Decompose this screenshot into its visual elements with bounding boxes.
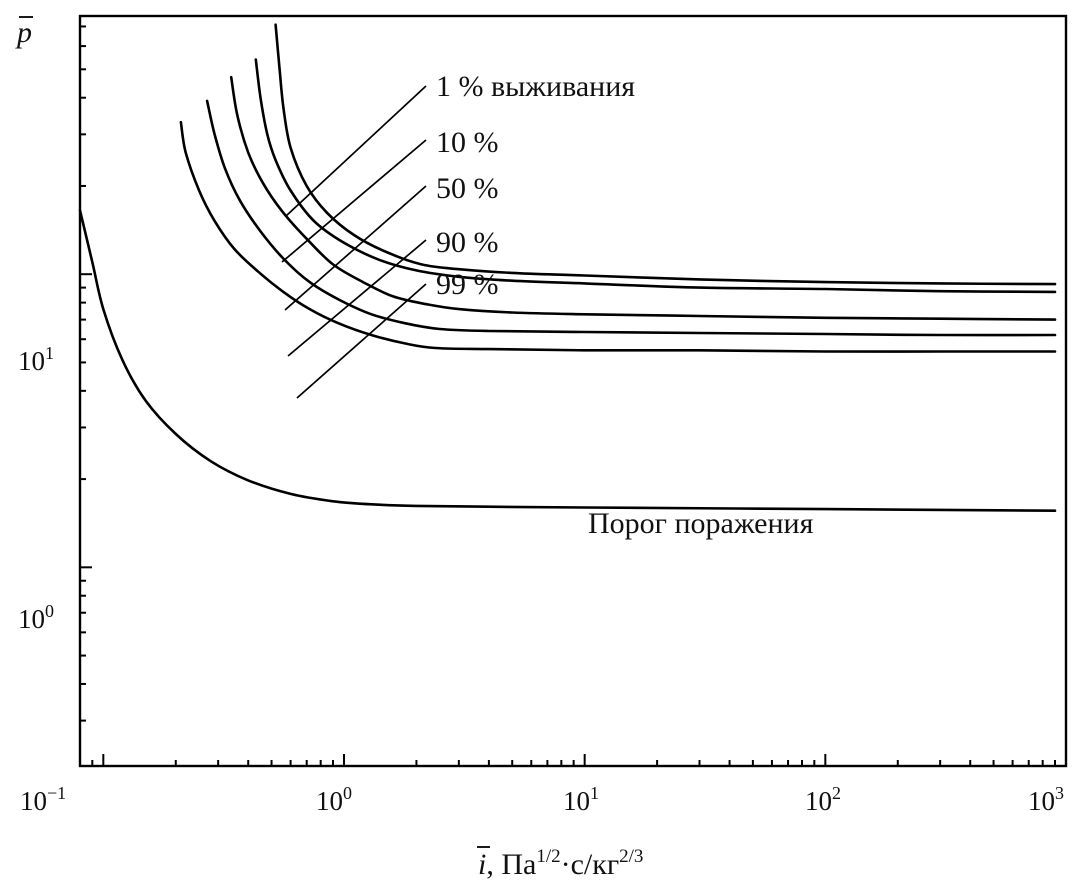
y-tick-label: 100	[18, 601, 54, 634]
y-tick-label: 101	[18, 343, 54, 376]
leader-line	[296, 283, 427, 399]
x-axis-title: i, Па1/2·с/кг2/3	[477, 846, 643, 881]
x-tick-label: 100	[316, 783, 352, 816]
leader-line	[285, 85, 427, 217]
curve-label-1pct: 1 % выживания	[436, 70, 635, 103]
curve-1pct-survival	[274, 23, 1057, 286]
x-tick-label: 10−1	[20, 783, 66, 816]
curve-99pct-survival	[179, 120, 1057, 353]
curves	[78, 23, 1057, 512]
curve-labels: 1 % выживания 10 % 50 % 90 % 99 % Порог …	[436, 70, 814, 540]
curve-50pct-survival	[229, 75, 1057, 321]
leader-line	[287, 239, 427, 357]
curve-label-10pct: 10 %	[436, 126, 499, 159]
x-tick-label: 103	[1028, 783, 1064, 816]
y-axis-title-symbol: p	[15, 16, 32, 49]
x-tick-label: 101	[563, 783, 599, 816]
leader-line	[284, 185, 427, 311]
curve-label-50pct: 50 %	[436, 172, 499, 205]
y-tick-labels: 100 101	[18, 343, 54, 634]
curve-label-99pct: 99 %	[436, 268, 499, 301]
ticks	[79, 25, 1067, 766]
curve-90pct-survival	[205, 99, 1057, 337]
curve-injury-threshold	[78, 209, 1057, 512]
leader-lines	[281, 85, 427, 399]
leader-line	[281, 139, 427, 263]
curve-10pct-survival	[254, 58, 1057, 294]
curve-label-threshold: Порог поражения	[588, 507, 814, 540]
x-tick-labels: 10−1 100 101 102 103	[20, 783, 1064, 816]
y-axis-title: p	[15, 16, 33, 49]
x-axis-title: i, Па1/2·с/кг2/3	[478, 846, 643, 881]
plot-frame	[78, 14, 1068, 768]
x-tick-label: 102	[805, 783, 841, 816]
curve-label-90pct: 90 %	[436, 226, 499, 259]
